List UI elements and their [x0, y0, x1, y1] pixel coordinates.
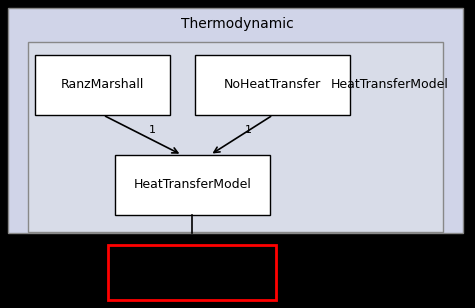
- Bar: [195, 55, 350, 115]
- Text: NoHeatTransfer: NoHeatTransfer: [224, 79, 321, 91]
- Bar: [28, 42, 443, 232]
- Bar: [115, 155, 270, 215]
- Text: 1: 1: [149, 125, 155, 135]
- Text: Thermodynamic: Thermodynamic: [180, 17, 294, 31]
- Text: RanzMarshall: RanzMarshall: [61, 79, 144, 91]
- Bar: [8, 8, 463, 233]
- Text: HeatTransferModel: HeatTransferModel: [331, 79, 449, 91]
- Text: HeatTransferModel: HeatTransferModel: [133, 179, 251, 192]
- Text: 1: 1: [245, 125, 251, 135]
- Bar: [108, 245, 276, 300]
- Bar: [35, 55, 170, 115]
